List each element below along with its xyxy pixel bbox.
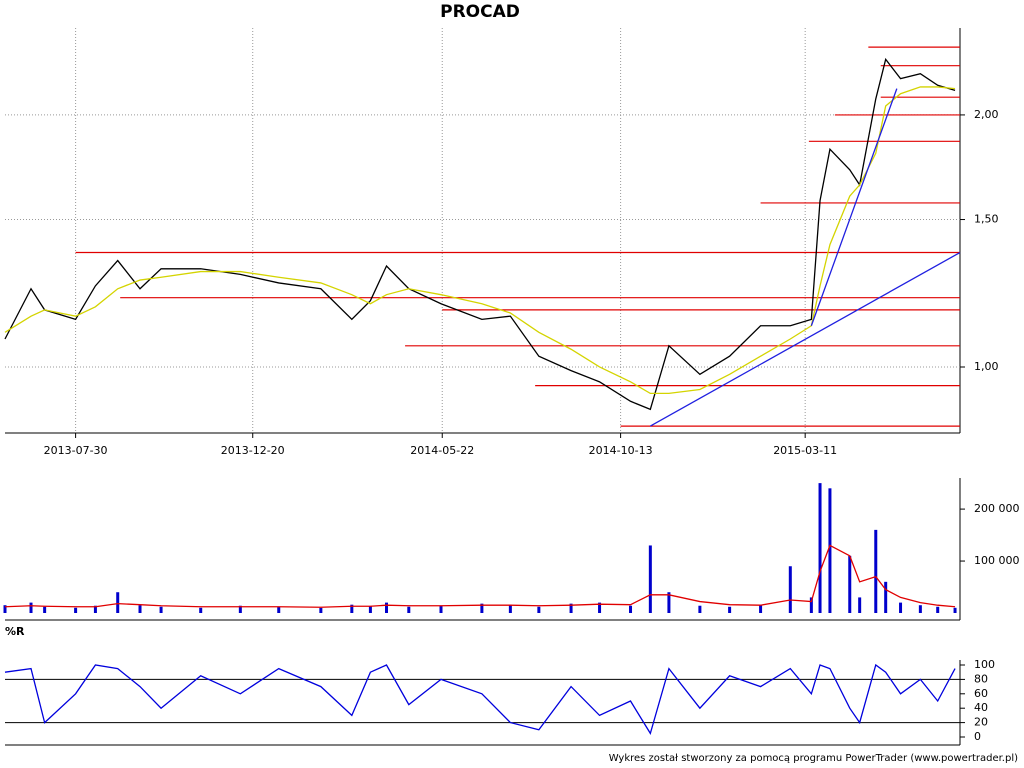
x-tick-label: 2013-07-30 bbox=[44, 444, 108, 457]
volume-bar bbox=[199, 607, 203, 613]
volume-bar bbox=[899, 602, 903, 613]
y-tick-label: 40 bbox=[974, 701, 988, 714]
volume-bar bbox=[439, 605, 443, 613]
series-line bbox=[4, 57, 956, 411]
volume-bar bbox=[828, 488, 832, 613]
trend-line bbox=[810, 88, 898, 326]
y-tick-label: 100 000 bbox=[974, 554, 1020, 567]
volume-bar bbox=[93, 605, 97, 613]
volume-bar bbox=[480, 603, 484, 613]
volume-bar bbox=[116, 592, 120, 613]
y-tick-label: 20 bbox=[974, 716, 988, 729]
volume-bar bbox=[759, 604, 763, 613]
volume-bar bbox=[138, 605, 142, 613]
x-tick-label: 2013-12-20 bbox=[221, 444, 285, 457]
x-tick-label: 2014-10-13 bbox=[589, 444, 653, 457]
volume-bar bbox=[43, 606, 47, 613]
volume-bar bbox=[858, 597, 862, 613]
volume-bar bbox=[728, 606, 732, 613]
volume-bar bbox=[319, 607, 323, 613]
volume-bar bbox=[159, 606, 163, 613]
y-tick-label: 1,00 bbox=[974, 360, 999, 373]
volume-bar bbox=[407, 606, 411, 613]
y-tick-label: 2,00 bbox=[974, 108, 999, 121]
volume-bar bbox=[385, 602, 389, 613]
series-line bbox=[4, 544, 956, 608]
volume-bar bbox=[537, 606, 541, 613]
volume-bar bbox=[629, 605, 633, 613]
volume-bar bbox=[238, 605, 242, 613]
volume-bar bbox=[848, 555, 852, 613]
volume-bar bbox=[368, 606, 372, 613]
volume-bar bbox=[884, 581, 888, 613]
y-tick-label: 200 000 bbox=[974, 502, 1020, 515]
footer: Wykres został stworzony za pomocą progra… bbox=[609, 753, 1018, 764]
volume-bar bbox=[569, 603, 573, 613]
volume-bar bbox=[818, 483, 822, 613]
x-tick-label: 2015-03-11 bbox=[773, 444, 837, 457]
volume-bar bbox=[3, 605, 7, 613]
volume-bar bbox=[74, 607, 78, 613]
volume-bar bbox=[648, 545, 652, 613]
y-tick-label: 60 bbox=[974, 687, 988, 700]
x-tick-label: 2014-05-22 bbox=[410, 444, 474, 457]
y-tick-label: 1,50 bbox=[974, 213, 999, 226]
volume-bar bbox=[508, 605, 512, 613]
series-line bbox=[4, 86, 956, 395]
y-tick-label: 0 bbox=[974, 730, 981, 743]
volume-bar bbox=[277, 606, 281, 613]
volume-bar bbox=[788, 566, 792, 613]
volume-bar bbox=[936, 606, 940, 613]
y-tick-label: 80 bbox=[974, 672, 988, 685]
trend-line bbox=[650, 251, 961, 427]
panel-title: %R bbox=[5, 625, 25, 638]
volume-bar bbox=[809, 597, 813, 613]
y-tick-label: 100 bbox=[974, 658, 995, 671]
volume-bar bbox=[698, 605, 702, 613]
volume-bar bbox=[953, 607, 957, 613]
volume-bar bbox=[29, 602, 33, 613]
volume-bar bbox=[350, 604, 354, 613]
volume-bar bbox=[598, 602, 602, 613]
volume-bar bbox=[918, 605, 922, 613]
volume-bar bbox=[874, 529, 878, 613]
series-line bbox=[4, 663, 956, 736]
chart-title: PROCAD bbox=[440, 2, 520, 22]
volume-bar bbox=[667, 592, 671, 613]
